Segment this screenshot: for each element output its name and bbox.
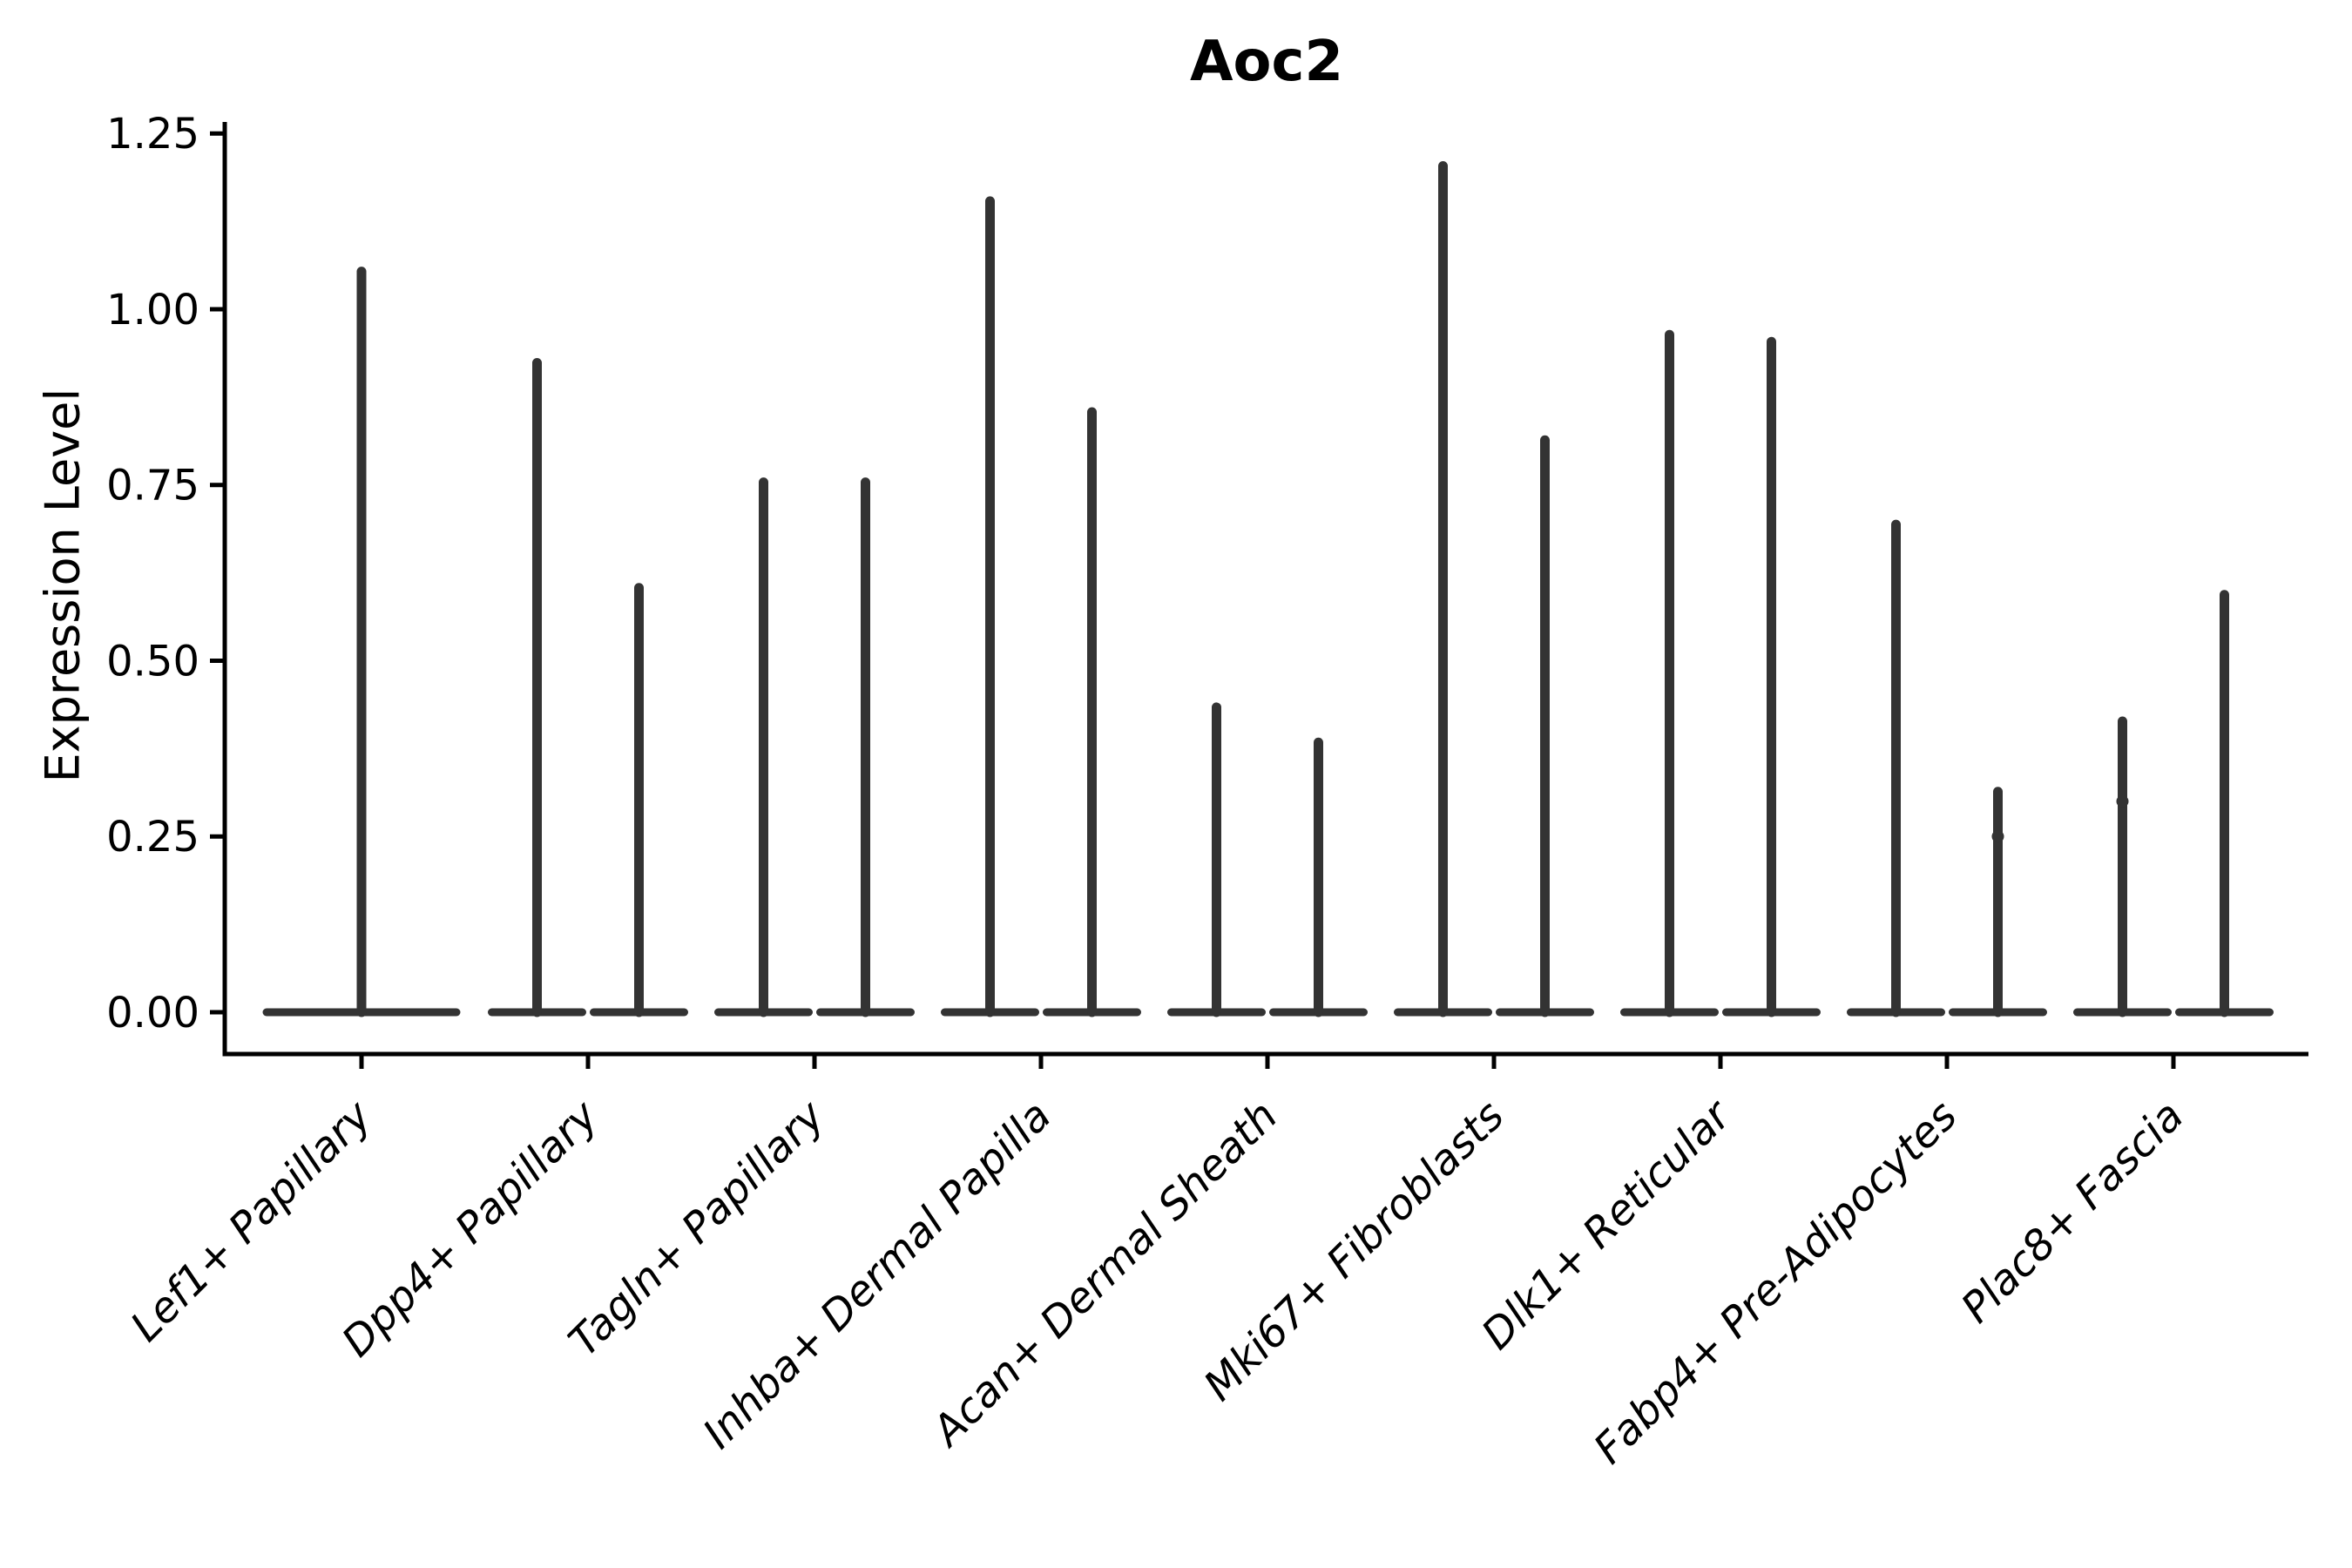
y-tick-label: 1.25 [106, 110, 199, 159]
y-tick-label: 0.00 [106, 989, 199, 1037]
violin-knot [2116, 794, 2129, 808]
x-tick-label: Dlk1+ Reticular [1472, 1090, 1742, 1360]
violin-knot [1991, 830, 2004, 843]
y-tick-label: 0.25 [106, 813, 199, 862]
y-tick-label: 1.00 [106, 286, 199, 335]
y-tick-label: 0.75 [106, 462, 199, 510]
y-tick-label: 0.50 [106, 637, 199, 686]
chart-title: Aoc2 [1190, 30, 1343, 94]
x-tick-label: Plac8+ Fascia [1952, 1092, 2193, 1333]
x-tick-label: Lef1+ Papillary [121, 1091, 382, 1351]
x-tick-label: Fabp4+ Pre-Adipocytes [1585, 1092, 1967, 1474]
